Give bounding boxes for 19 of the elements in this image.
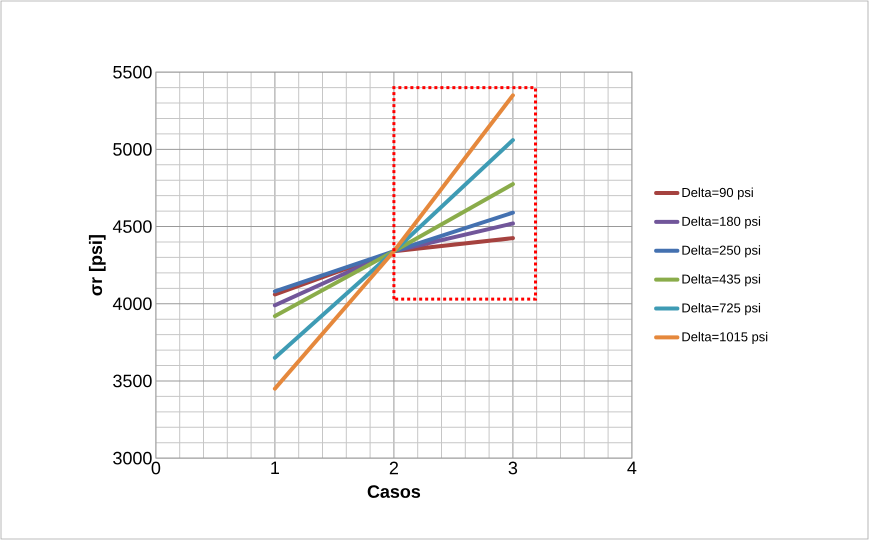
x-tick-label: 1 (271, 462, 280, 474)
x-tick-label: 2 (390, 462, 398, 474)
legend-label: Delta=90 psi (682, 188, 753, 200)
x-axis-title: Casos (368, 485, 420, 498)
y-tick-label: 3000 (113, 452, 152, 464)
legend-label: Delta=1015 psi (682, 332, 768, 344)
x-tick-label: 3 (508, 462, 518, 474)
y-tick-label: 4500 (112, 220, 152, 233)
y-tick-label: 4000 (112, 297, 152, 310)
y-tick-label: 5000 (113, 142, 152, 156)
legend-label: Delta=725 psi (682, 303, 760, 316)
y-axis-title: σr [psi] (88, 235, 106, 296)
x-tick-label: 4 (627, 462, 636, 474)
legend-label: Delta=180 psi (682, 216, 760, 228)
x-tick-label: 0 (152, 462, 160, 474)
y-tick-label: 3500 (113, 374, 152, 388)
y-tick-label: 5500 (113, 66, 152, 78)
legend-label: Delta=435 psi (682, 274, 760, 286)
legend-label: Delta=250 psi (682, 245, 760, 258)
